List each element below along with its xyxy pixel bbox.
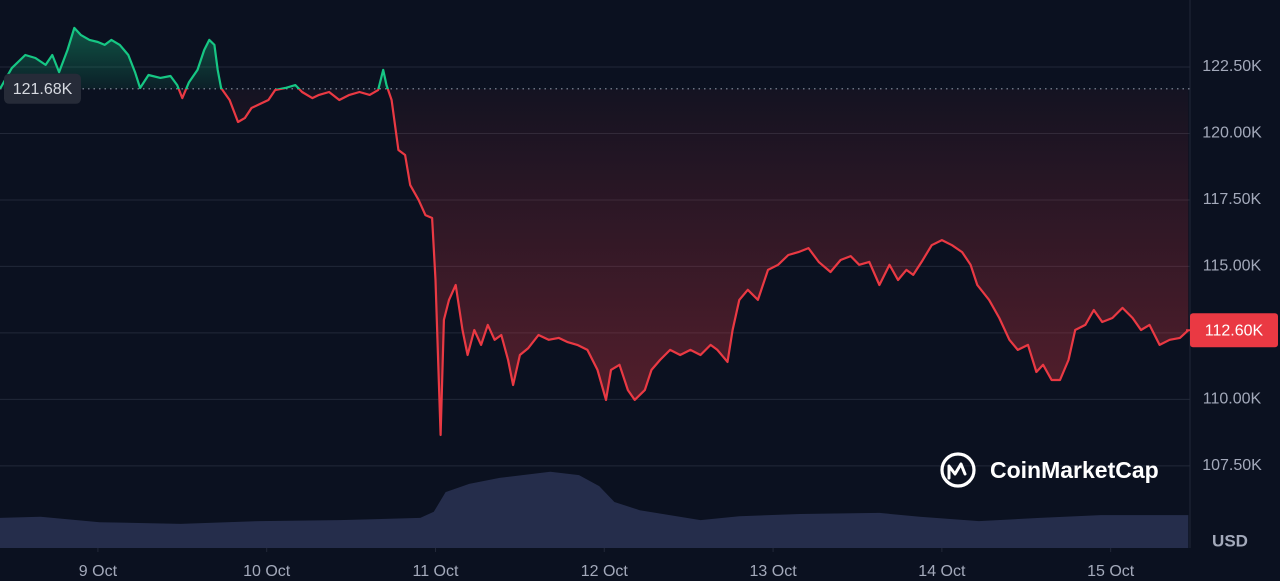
y-tick-label: 110.00K	[1203, 391, 1262, 408]
currency: USD	[1212, 531, 1248, 550]
logo	[940, 452, 976, 488]
price-line	[0, 26, 1190, 437]
watermark: CoinMarketCap	[940, 452, 1159, 488]
x-tick-label: 14 Oct	[918, 563, 966, 580]
y-tick-label: 107.50K	[1202, 457, 1262, 474]
y-tick-label: 117.50K	[1203, 191, 1262, 208]
volume-area	[0, 471, 1189, 548]
x-tick-label: 13 Oct	[750, 563, 798, 580]
logo-mark	[947, 462, 967, 480]
x-tick-label: 10 Oct	[243, 563, 291, 580]
x-tick-label: 9 Oct	[79, 563, 118, 580]
baseline-label: 121.68K	[13, 81, 73, 98]
baseline-label-box	[4, 73, 81, 104]
y-tick-label: 115.00K	[1203, 258, 1262, 275]
x-tick-label: 15 Oct	[1087, 563, 1135, 580]
watermark-text: CoinMarketCap	[990, 457, 1159, 483]
y-tick-label: 120.00K	[1202, 125, 1262, 142]
y-tick-label: 122.50K	[1202, 58, 1262, 75]
x-tick-label: 12 Oct	[581, 563, 629, 580]
last-label-box	[1190, 313, 1278, 348]
last-label: 112.60K	[1205, 322, 1264, 339]
price-area	[0, 27, 1189, 436]
x-tick-label: 11 Oct	[413, 563, 460, 580]
